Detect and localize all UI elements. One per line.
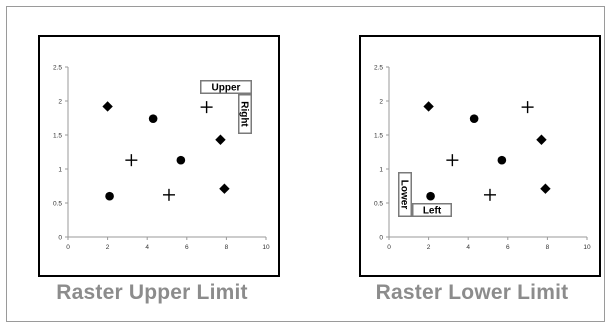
data-point-diamond	[102, 101, 113, 112]
data-point-diamond	[219, 183, 230, 194]
y-tick-label: 1	[58, 167, 62, 174]
y-tick-label: 1	[379, 167, 383, 174]
svg-text:Lower: Lower	[399, 180, 410, 210]
data-point-circle	[469, 114, 479, 123]
data-point-diamond	[215, 134, 226, 145]
data-point-circle	[176, 155, 186, 165]
svg-text:Upper: Upper	[212, 83, 241, 94]
chart-panel-lower: 0 0.5 1 1.5 2 2.5 0 2 4 6 8 10 Lower Left	[359, 35, 601, 277]
data-point-circle	[426, 191, 435, 201]
caption-upper: Raster Upper Limit	[56, 281, 248, 304]
svg-text:Left: Left	[423, 206, 442, 217]
y-tick-label: 2.5	[374, 65, 383, 72]
x-tick-label: 6	[185, 244, 189, 251]
x-tick-label: 4	[145, 244, 149, 251]
x-tick-label: 8	[225, 244, 229, 251]
x-tick-label: 6	[506, 244, 510, 251]
y-tick-label: 1.5	[53, 133, 62, 140]
y-tick-label: 2	[58, 99, 62, 106]
y-tick-label: 2.5	[53, 65, 62, 72]
y-tick-label: 0	[379, 235, 383, 242]
x-tick-label: 2	[106, 244, 110, 251]
x-tick-label: 10	[262, 244, 270, 251]
data-point-diamond	[423, 101, 434, 112]
data-point-plus	[162, 188, 175, 201]
annotation-label-upper: Upper	[200, 80, 252, 94]
data-point-plus	[125, 154, 138, 167]
data-point-plus	[483, 188, 496, 201]
data-point-circle	[497, 155, 507, 165]
annotation-label-lower: Lower	[398, 172, 412, 217]
scatter-plot-lower: 0 0.5 1 1.5 2 2.5 0 2 4 6 8 10 Lower Left	[374, 65, 591, 252]
scatter-plot-upper: 0 0.5 1 1.5 2 2.5 0 2 4 6 8 10 Upper Right	[53, 65, 270, 252]
data-point-plus	[446, 154, 459, 167]
x-tick-label: 2	[427, 244, 431, 251]
x-tick-label: 4	[466, 244, 470, 251]
x-tick-label: 0	[66, 244, 70, 251]
data-point-plus	[200, 101, 213, 114]
annotation-label-left: Left	[412, 203, 452, 217]
data-point-diamond	[540, 183, 551, 194]
data-point-plus	[521, 101, 534, 114]
y-tick-label: 0.5	[53, 201, 62, 208]
data-point-diamond	[536, 134, 547, 145]
y-tick-label: 0.5	[374, 201, 383, 208]
annotation-label-right: Right	[238, 94, 252, 134]
x-tick-label: 10	[583, 244, 591, 251]
chart-panel-upper: 0 0.5 1 1.5 2 2.5 0 2 4 6 8 10 Upper Right	[38, 35, 280, 277]
data-point-circle	[105, 191, 114, 201]
figure-frame: 0 0.5 1 1.5 2 2.5 0 2 4 6 8 10 Upper Right 0 0.5 1 1.5 2 2…	[6, 6, 605, 322]
svg-text:Right: Right	[239, 101, 250, 127]
y-tick-label: 2	[379, 99, 383, 106]
x-tick-label: 0	[387, 244, 391, 251]
caption-lower: Raster Lower Limit	[375, 281, 569, 304]
data-point-circle	[148, 114, 158, 123]
y-tick-label: 1.5	[374, 133, 383, 140]
y-tick-label: 0	[58, 235, 62, 242]
x-tick-label: 8	[546, 244, 550, 251]
